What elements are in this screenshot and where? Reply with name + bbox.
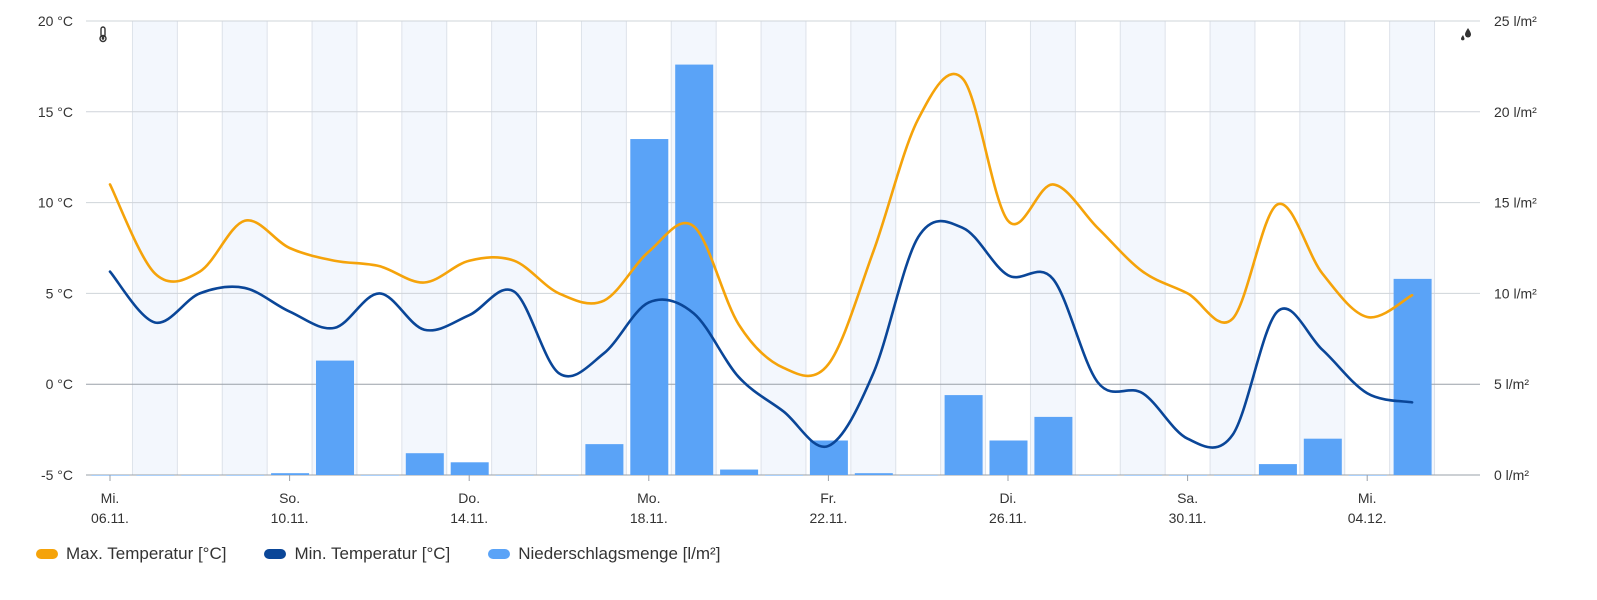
y-left-tick-label: 10 °C (38, 195, 73, 211)
y-left-tick-label: -5 °C (41, 467, 73, 483)
legend-swatch-min-temp (264, 549, 287, 559)
y-left-tick-label: 5 °C (46, 285, 73, 301)
x-tick-day: Mi. (1358, 490, 1377, 506)
day-band (1210, 21, 1255, 475)
x-tick-date: 06.11. (91, 510, 129, 526)
precipitation-bar (720, 469, 759, 475)
x-tick-day: Sa. (1177, 490, 1198, 506)
legend-item-precipitation[interactable]: Niederschlagsmenge [l/m²] (488, 544, 720, 564)
raindrops-icon (1461, 28, 1471, 41)
legend-item-min-temp[interactable]: Min. Temperatur [°C] (264, 544, 450, 564)
day-band (581, 21, 627, 475)
precipitation-bar (1214, 475, 1252, 476)
x-tick-date: 30.11. (1169, 510, 1207, 526)
legend-label-min-temp: Min. Temperatur [°C] (294, 544, 451, 563)
precipitation-bar (854, 473, 893, 475)
precipitation-bar (944, 395, 983, 475)
precipitation-bar (316, 360, 354, 475)
thermometer-icon (99, 26, 107, 43)
day-band (761, 21, 806, 475)
legend-label-precipitation: Niederschlagsmenge [l/m²] (518, 544, 721, 563)
precipitation-bar (989, 440, 1028, 475)
precipitation-bars (91, 64, 1432, 476)
temperature-lines (108, 72, 1414, 449)
x-tick-day: So. (279, 490, 300, 506)
y-right-tick-label: 5 l/m² (1494, 376, 1529, 392)
legend: Max. Temperatur [°C] Min. Temperatur [°C… (36, 544, 758, 564)
precipitation-bar (1303, 438, 1342, 475)
precipitation-bar (1393, 278, 1432, 475)
day-band (1299, 21, 1345, 475)
precipitation-bar (1258, 464, 1297, 475)
precipitation-bar (540, 475, 579, 476)
precipitation-bar (226, 475, 265, 476)
x-tick-date: 22.11. (809, 510, 847, 526)
x-tick-date: 14.11. (450, 510, 488, 526)
y-right-tick-label: 15 l/m² (1494, 195, 1537, 211)
x-tick-day: Di. (999, 490, 1016, 506)
y-axis-left-ticks: 20 °C 15 °C 10 °C 5 °C 0 °C -5 °C (38, 13, 73, 483)
precipitation-bar (1124, 475, 1163, 476)
y-right-tick-label: 25 l/m² (1494, 13, 1537, 29)
legend-swatch-precipitation (488, 549, 511, 559)
legend-swatch-max-temp (36, 549, 58, 559)
x-tick-date: 26.11. (989, 510, 1027, 526)
x-axis-ticks: Mi. 06.11. So. 10.11. Do. 14.11. Mo. 18.11. Fr. 2… (91, 475, 1387, 526)
vertical-gridlines (131, 21, 1436, 475)
precipitation-bar (1034, 416, 1073, 475)
x-tick-day: Mo. (637, 490, 660, 506)
x-tick-date: 04.12. (1348, 510, 1387, 526)
y-axis-right-ticks: 25 l/m² 20 l/m² 15 l/m² 10 l/m² 5 l/m² 0 l/m² (1494, 13, 1537, 483)
precipitation-bar (360, 475, 399, 476)
precipitation-bar (271, 473, 310, 475)
legend-label-max-temp: Max. Temperatur [°C] (66, 544, 227, 563)
precipitation-bar (630, 139, 669, 476)
x-tick-day: Fr. (820, 490, 836, 506)
day-band (401, 21, 447, 475)
precipitation-bar (585, 444, 624, 475)
precipitation-bar (899, 475, 938, 476)
day-band (1120, 21, 1166, 475)
precipitation-bar (136, 475, 175, 476)
x-tick-date: 18.11. (630, 510, 668, 526)
precipitation-bar (765, 475, 803, 476)
min-temperature-line (108, 219, 1414, 449)
precipitation-bar (450, 462, 489, 475)
precipitation-bar (495, 475, 534, 476)
day-band (222, 21, 268, 475)
y-left-tick-label: 20 °C (38, 13, 73, 29)
precipitation-bar (1079, 475, 1118, 476)
precipitation-bar (675, 64, 714, 476)
y-left-tick-label: 0 °C (46, 376, 73, 392)
x-tick-day: Do. (458, 490, 480, 506)
max-temperature-line (108, 72, 1414, 378)
legend-item-max-temp[interactable]: Max. Temperatur [°C] (36, 544, 226, 564)
precipitation-bar (405, 453, 444, 475)
day-band (1030, 21, 1076, 475)
x-tick-day: Mi. (101, 490, 120, 506)
x-tick-date: 10.11. (271, 510, 309, 526)
y-right-tick-label: 20 l/m² (1494, 104, 1537, 120)
precipitation-bar (181, 475, 220, 476)
day-band (491, 21, 537, 475)
y-right-tick-label: 0 l/m² (1494, 467, 1529, 483)
y-left-tick-label: 15 °C (38, 104, 73, 120)
y-right-tick-label: 10 l/m² (1494, 285, 1537, 301)
